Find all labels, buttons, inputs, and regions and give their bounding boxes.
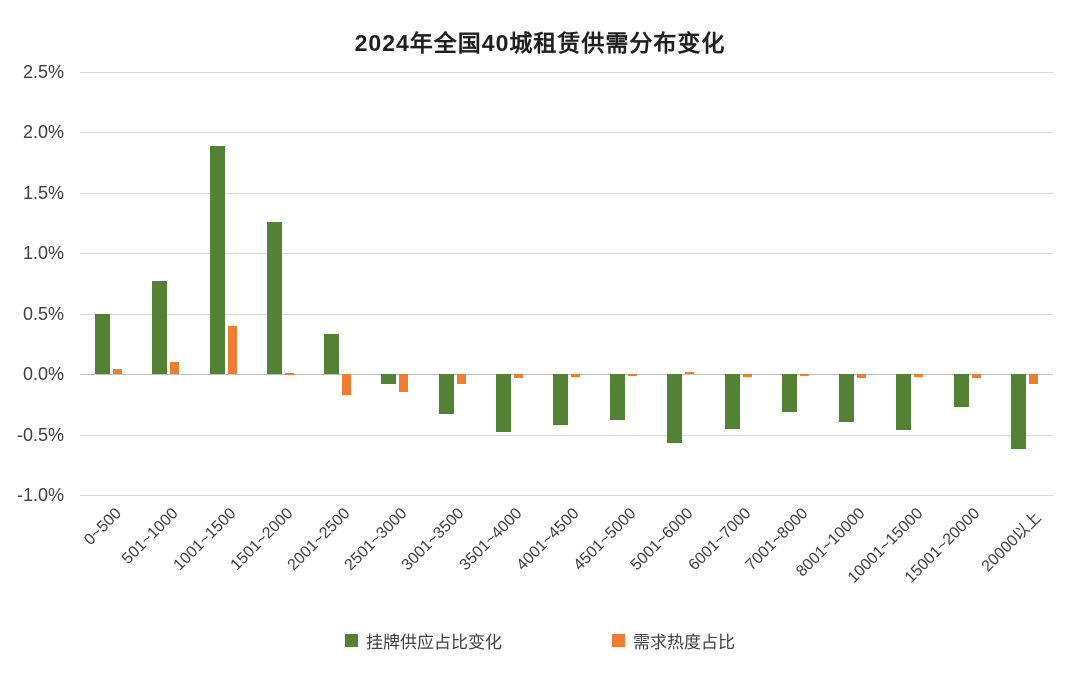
bar-demand-14 — [914, 374, 924, 377]
bar-demand-16 — [1028, 374, 1038, 384]
bar-demand-12 — [799, 374, 809, 377]
legend-label-demand: 需求热度占比 — [633, 633, 735, 652]
bar-demand-13 — [857, 374, 867, 378]
gridline — [80, 192, 1053, 194]
legend-swatch-demand — [612, 634, 625, 647]
bar-supply-2 — [209, 145, 225, 375]
bar-demand-10 — [685, 371, 695, 375]
bar-demand-9 — [628, 374, 638, 377]
bar-supply-13 — [839, 374, 855, 423]
legend-swatch-supply — [345, 634, 358, 647]
bar-demand-15 — [971, 374, 981, 378]
chart-title: 2024年全国40城租赁供需分布变化 — [354, 30, 726, 56]
bar-demand-3 — [284, 372, 294, 375]
x-tick-label: 0~500 — [80, 505, 125, 549]
legend-item-supply: 挂牌供应占比变化 — [345, 628, 502, 653]
y-tick-label: 1.0% — [22, 243, 64, 264]
bar-demand-5 — [399, 374, 409, 393]
bar-supply-15 — [953, 374, 969, 407]
plot-area — [80, 72, 1053, 496]
x-tick-label: 20000以上 — [978, 509, 1045, 576]
bar-supply-7 — [495, 374, 511, 433]
bar-supply-14 — [896, 374, 912, 430]
bar-demand-0 — [113, 369, 123, 375]
bar-demand-7 — [513, 374, 523, 378]
y-tick-label: 0.5% — [22, 303, 64, 324]
bar-supply-9 — [610, 374, 626, 421]
bar-demand-8 — [571, 374, 580, 377]
gridline — [80, 434, 1053, 436]
legend-label-supply: 挂牌供应占比变化 — [366, 633, 502, 652]
bar-supply-11 — [724, 374, 740, 429]
gridline — [80, 253, 1053, 255]
bar-demand-11 — [742, 374, 752, 377]
bar-supply-0 — [95, 313, 111, 375]
gridline — [80, 132, 1053, 134]
y-tick-label: -0.5% — [16, 424, 64, 445]
legend: 挂牌供应占比变化 需求热度占比 — [0, 628, 1080, 653]
bar-supply-16 — [1010, 374, 1026, 450]
y-tick-label: 0.0% — [22, 364, 64, 385]
bar-demand-4 — [342, 374, 352, 395]
gridline — [80, 313, 1053, 315]
bar-supply-12 — [781, 374, 797, 412]
gridline — [80, 72, 1053, 73]
x-axis: 0~500 501~1000 1001~1500 1501~2000 2001~2500… — [80, 495, 1053, 615]
y-tick-label: 2.5% — [22, 62, 64, 82]
bar-supply-10 — [667, 374, 683, 444]
legend-item-demand: 需求热度占比 — [612, 628, 735, 653]
y-tick-label: 1.5% — [22, 182, 64, 203]
bar-supply-1 — [152, 281, 168, 375]
bar-demand-1 — [170, 362, 180, 375]
bar-demand-6 — [456, 374, 466, 384]
y-tick-label: 2.0% — [22, 122, 64, 143]
gridline — [80, 495, 1053, 496]
bar-demand-2 — [227, 325, 237, 375]
bar-supply-3 — [266, 221, 282, 375]
bar-supply-4 — [324, 334, 340, 375]
y-axis: 2.5% 2.0% 1.5% 1.0% 0.5% 0.0% -0.5% -1.0% — [0, 62, 72, 505]
bar-supply-5 — [381, 374, 397, 384]
y-tick-label: -1.0% — [16, 485, 64, 505]
bar-supply-8 — [553, 374, 568, 425]
bar-supply-6 — [438, 374, 454, 415]
